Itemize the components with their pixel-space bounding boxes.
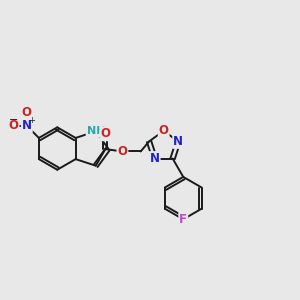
Text: −: − (9, 115, 18, 125)
Text: O: O (22, 106, 32, 119)
Text: O: O (159, 124, 169, 137)
Text: NH: NH (86, 126, 105, 136)
Text: +: + (28, 116, 35, 125)
Text: O: O (9, 119, 19, 132)
Text: N: N (150, 152, 160, 165)
Text: N: N (173, 135, 183, 148)
Text: O: O (100, 127, 110, 140)
Text: F: F (179, 213, 187, 226)
Text: N: N (22, 119, 32, 132)
Text: O: O (117, 145, 128, 158)
